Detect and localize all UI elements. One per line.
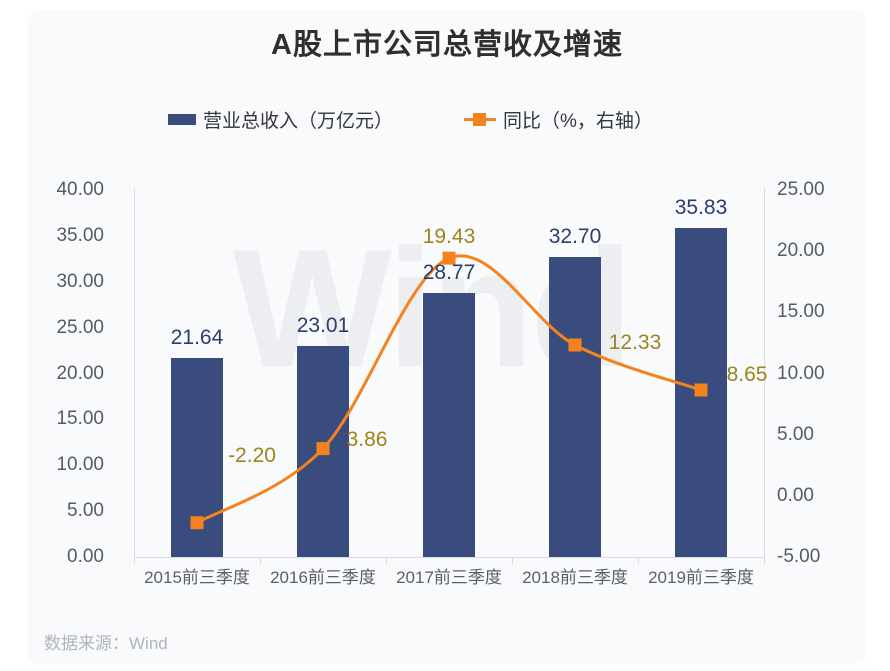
- bar-value-label: 21.64: [170, 326, 224, 350]
- line-swatch-marker-icon: [473, 112, 486, 126]
- legend-item-revenue[interactable]: 营业总收入（万亿元）: [168, 106, 393, 132]
- x-axis-tick-mark: [260, 557, 261, 564]
- x-axis-tick-mark: [134, 557, 135, 564]
- left-axis-tick: 30.00: [56, 270, 104, 292]
- bar-value-label: 32.70: [548, 224, 602, 248]
- x-axis-tick-mark: [638, 557, 639, 564]
- bar-series-swatch-icon: [168, 113, 196, 125]
- legend-item-yoy[interactable]: 同比（%，右轴）: [464, 106, 653, 132]
- data-source: 数据来源：Wind: [44, 634, 168, 653]
- legend-label-yoy: 同比（%，右轴）: [503, 110, 653, 132]
- right-axis-tick: 20.00: [777, 240, 825, 262]
- line-value-label: 3.86: [346, 427, 388, 451]
- line-value-label: -2.20: [228, 443, 276, 467]
- bar-value-label: 23.01: [296, 313, 350, 337]
- left-axis-tick: 5.00: [67, 500, 104, 522]
- right-axis-tick: 0.00: [777, 484, 814, 506]
- legend-label-revenue: 营业总收入（万亿元）: [203, 110, 394, 132]
- bar-value-label: 28.77: [422, 261, 476, 285]
- line-series-swatch-icon: [464, 112, 496, 126]
- line-value-label: 19.43: [422, 225, 476, 249]
- right-axis-tick: 5.00: [777, 423, 814, 445]
- left-axis-tick: 40.00: [56, 179, 104, 200]
- x-axis-tick-mark: [764, 557, 765, 564]
- line-value-label: 12.33: [608, 330, 662, 354]
- right-axis-line: [764, 188, 765, 557]
- left-axis-tick: 10.00: [56, 454, 104, 476]
- x-axis-label: 2015前三季度: [144, 568, 250, 587]
- left-axis-tick: 20.00: [56, 362, 104, 384]
- x-axis-line: [134, 557, 764, 558]
- right-axis-tick: 15.00: [777, 301, 825, 323]
- bar-2019前三季度: [675, 228, 727, 557]
- bar-value-label: 35.83: [674, 196, 728, 220]
- left-axis-line: [134, 188, 135, 557]
- line-value-label: 8.65: [726, 363, 768, 386]
- right-axis-tick: 10.00: [777, 362, 825, 384]
- bar-2018前三季度: [549, 256, 601, 557]
- chart-title: A股上市公司总营收及增速: [271, 29, 623, 61]
- x-axis-label: 2018前三季度: [522, 568, 628, 587]
- x-axis-tick-mark: [386, 557, 387, 564]
- bar-2017前三季度: [423, 293, 475, 557]
- left-axis-tick: 25.00: [56, 316, 104, 338]
- x-axis-label: 2016前三季度: [270, 568, 376, 587]
- left-axis-tick: 35.00: [56, 224, 104, 246]
- right-axis-tick: -5.00: [777, 546, 821, 567]
- x-axis-label: 2019前三季度: [648, 568, 754, 587]
- right-axis-tick: 25.00: [777, 179, 825, 200]
- left-axis-tick: 15.00: [56, 408, 104, 430]
- x-axis-tick-mark: [512, 557, 513, 564]
- left-axis-tick: 0.00: [67, 546, 104, 567]
- x-axis-label: 2017前三季度: [396, 568, 502, 587]
